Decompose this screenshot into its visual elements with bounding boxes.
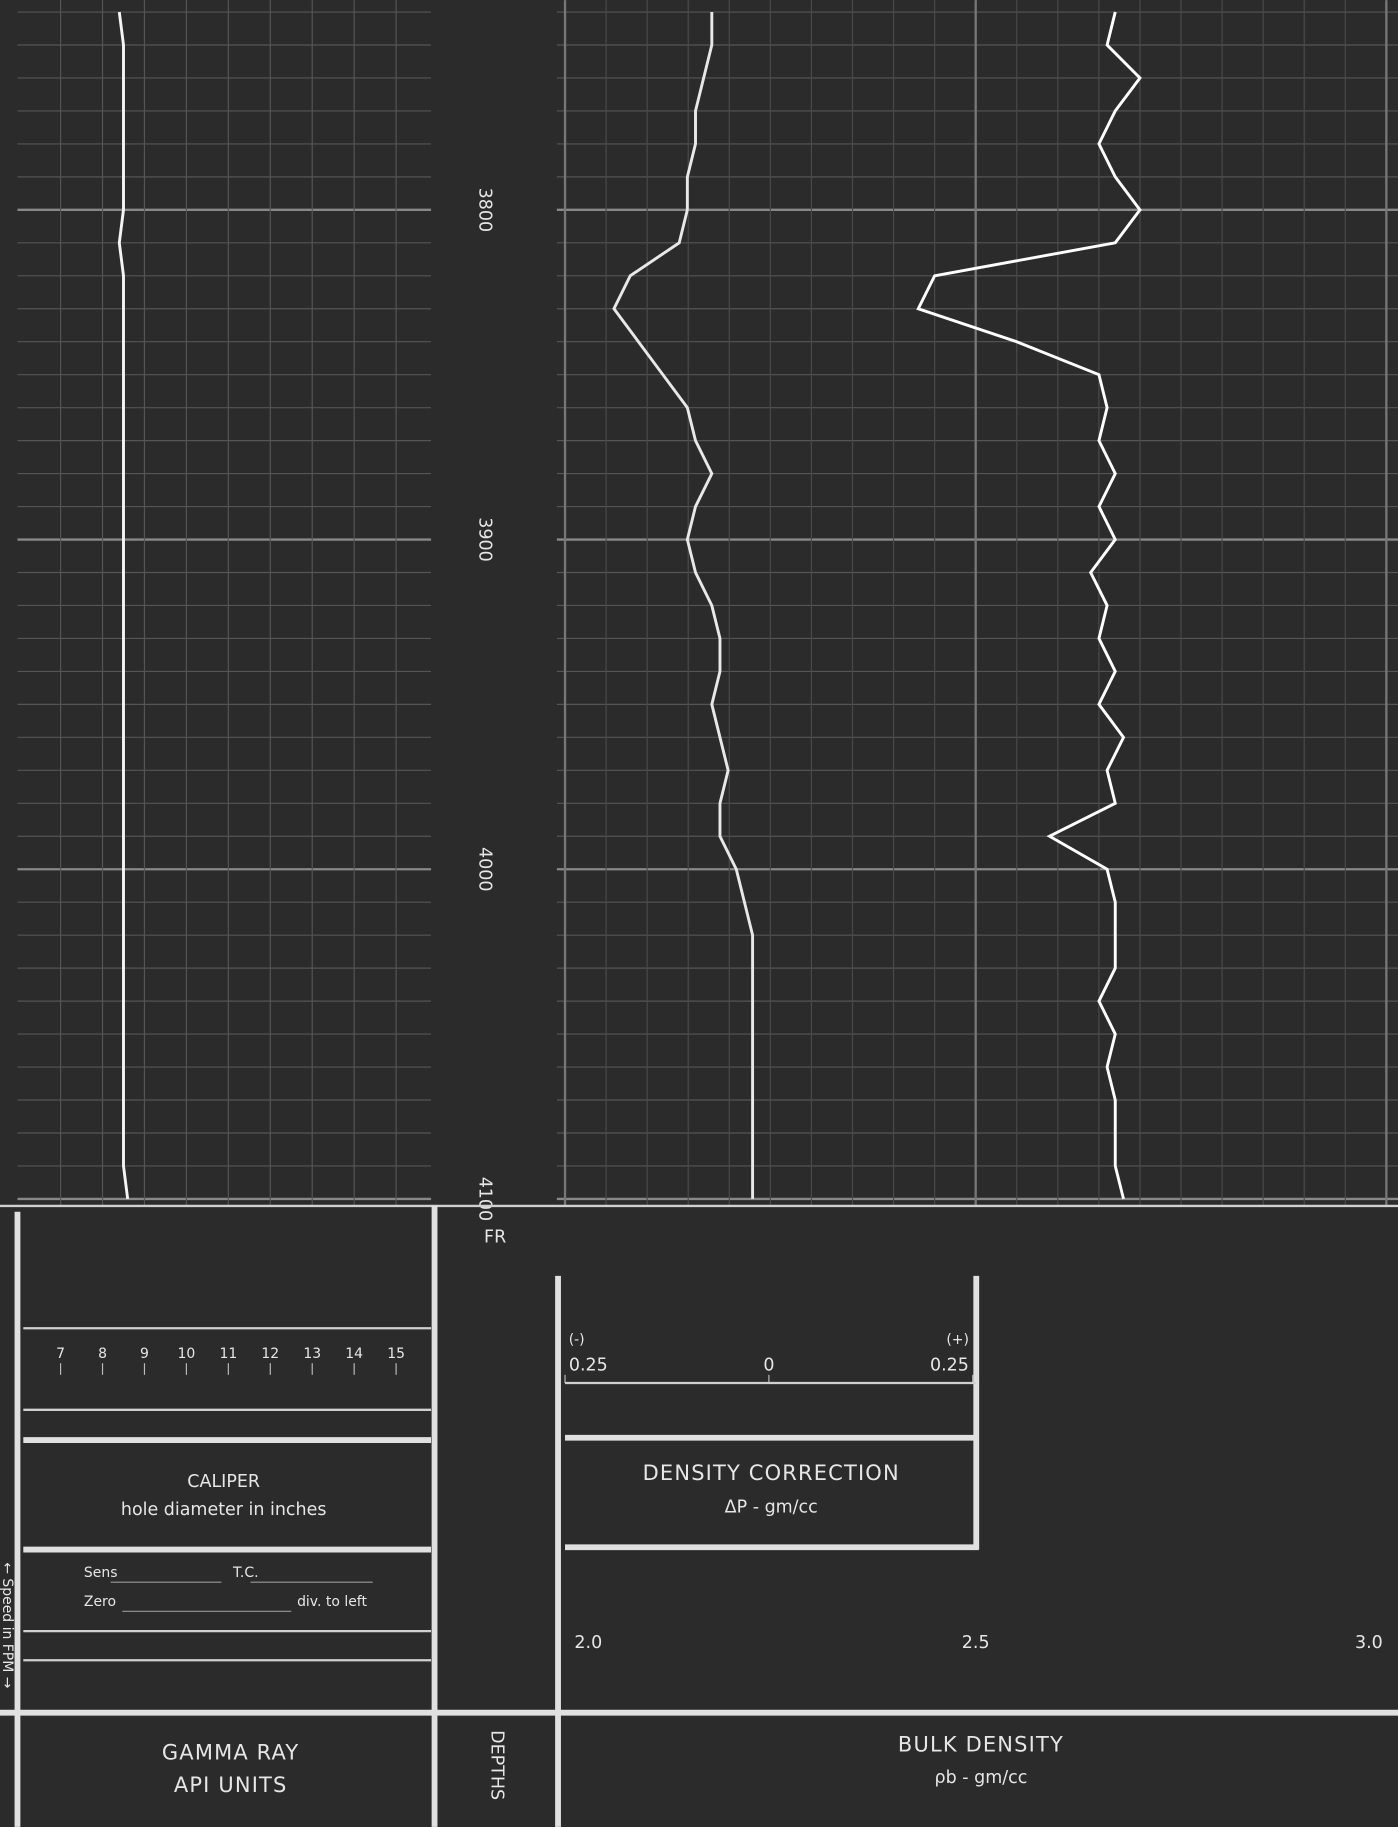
settings-sens: Sens [84, 1565, 118, 1581]
caliper-subtitle: hole diameter in inches [121, 1500, 327, 1520]
bulk-density-subtitle: ρb - gm/cc [935, 1768, 1028, 1788]
caliper-tick-label: 10 [178, 1346, 196, 1362]
sign-right: (+) [946, 1332, 969, 1348]
caliper-curve [117, 11, 130, 1200]
settings-div: div. to left [297, 1594, 367, 1610]
curves [117, 11, 1142, 1200]
gamma-ray-title: GAMMA RAY [162, 1740, 300, 1764]
caliper-tick-label: 11 [219, 1346, 237, 1362]
bd-tick-label: 2.0 [574, 1633, 602, 1653]
settings-zero: Zero [84, 1594, 116, 1610]
gamma-ray-subtitle: API UNITS [174, 1773, 288, 1797]
caliper-title: CALIPER [187, 1472, 260, 1492]
bd-tick-label: 2.5 [962, 1633, 990, 1653]
bd-tick-label: 3.0 [1355, 1633, 1383, 1653]
settings-tc: T.C. [232, 1565, 259, 1581]
depth-tick-label: 4100 [475, 1177, 495, 1221]
caliper-tick-label: 9 [140, 1346, 149, 1362]
depth-tick-label: 4000 [475, 847, 495, 891]
depth-tick-label: 3800 [475, 188, 495, 232]
grid: 3800 3900 4000 4100 7 8 9 10 11 12 13 14 15 0.25 0 0.25… [17, 0, 1398, 1653]
caliper-tick-label: 12 [261, 1346, 279, 1362]
caliper-tick-label: 14 [345, 1346, 363, 1362]
density-correction-curve [612, 12, 755, 1199]
depth-label: DEPTHS [486, 1730, 506, 1800]
caliper-tick-label: 13 [303, 1346, 321, 1362]
dc-tick-label: 0.25 [930, 1356, 969, 1376]
dc-tick-label: 0.25 [569, 1356, 608, 1376]
speed-label: ← Speed in FPM → [0, 1562, 15, 1688]
bulk-density-curve [916, 11, 1142, 1200]
dc-tick-label: 0 [763, 1356, 774, 1376]
depth-marker: FR [484, 1227, 506, 1247]
header: CALIPER hole diameter in inches Sens T.C… [0, 1204, 1398, 1827]
caliper-tick-label: 8 [98, 1346, 107, 1362]
sign-left: (-) [569, 1332, 585, 1348]
caliper-tick-label: 7 [56, 1346, 65, 1362]
bulk-density-title: BULK DENSITY [898, 1732, 1064, 1756]
depth-tick-label: 3900 [475, 517, 495, 561]
density-correction-subtitle: ΔP - gm/cc [725, 1498, 818, 1518]
density-correction-title: DENSITY CORRECTION [643, 1461, 900, 1485]
caliper-tick-label: 15 [387, 1346, 405, 1362]
